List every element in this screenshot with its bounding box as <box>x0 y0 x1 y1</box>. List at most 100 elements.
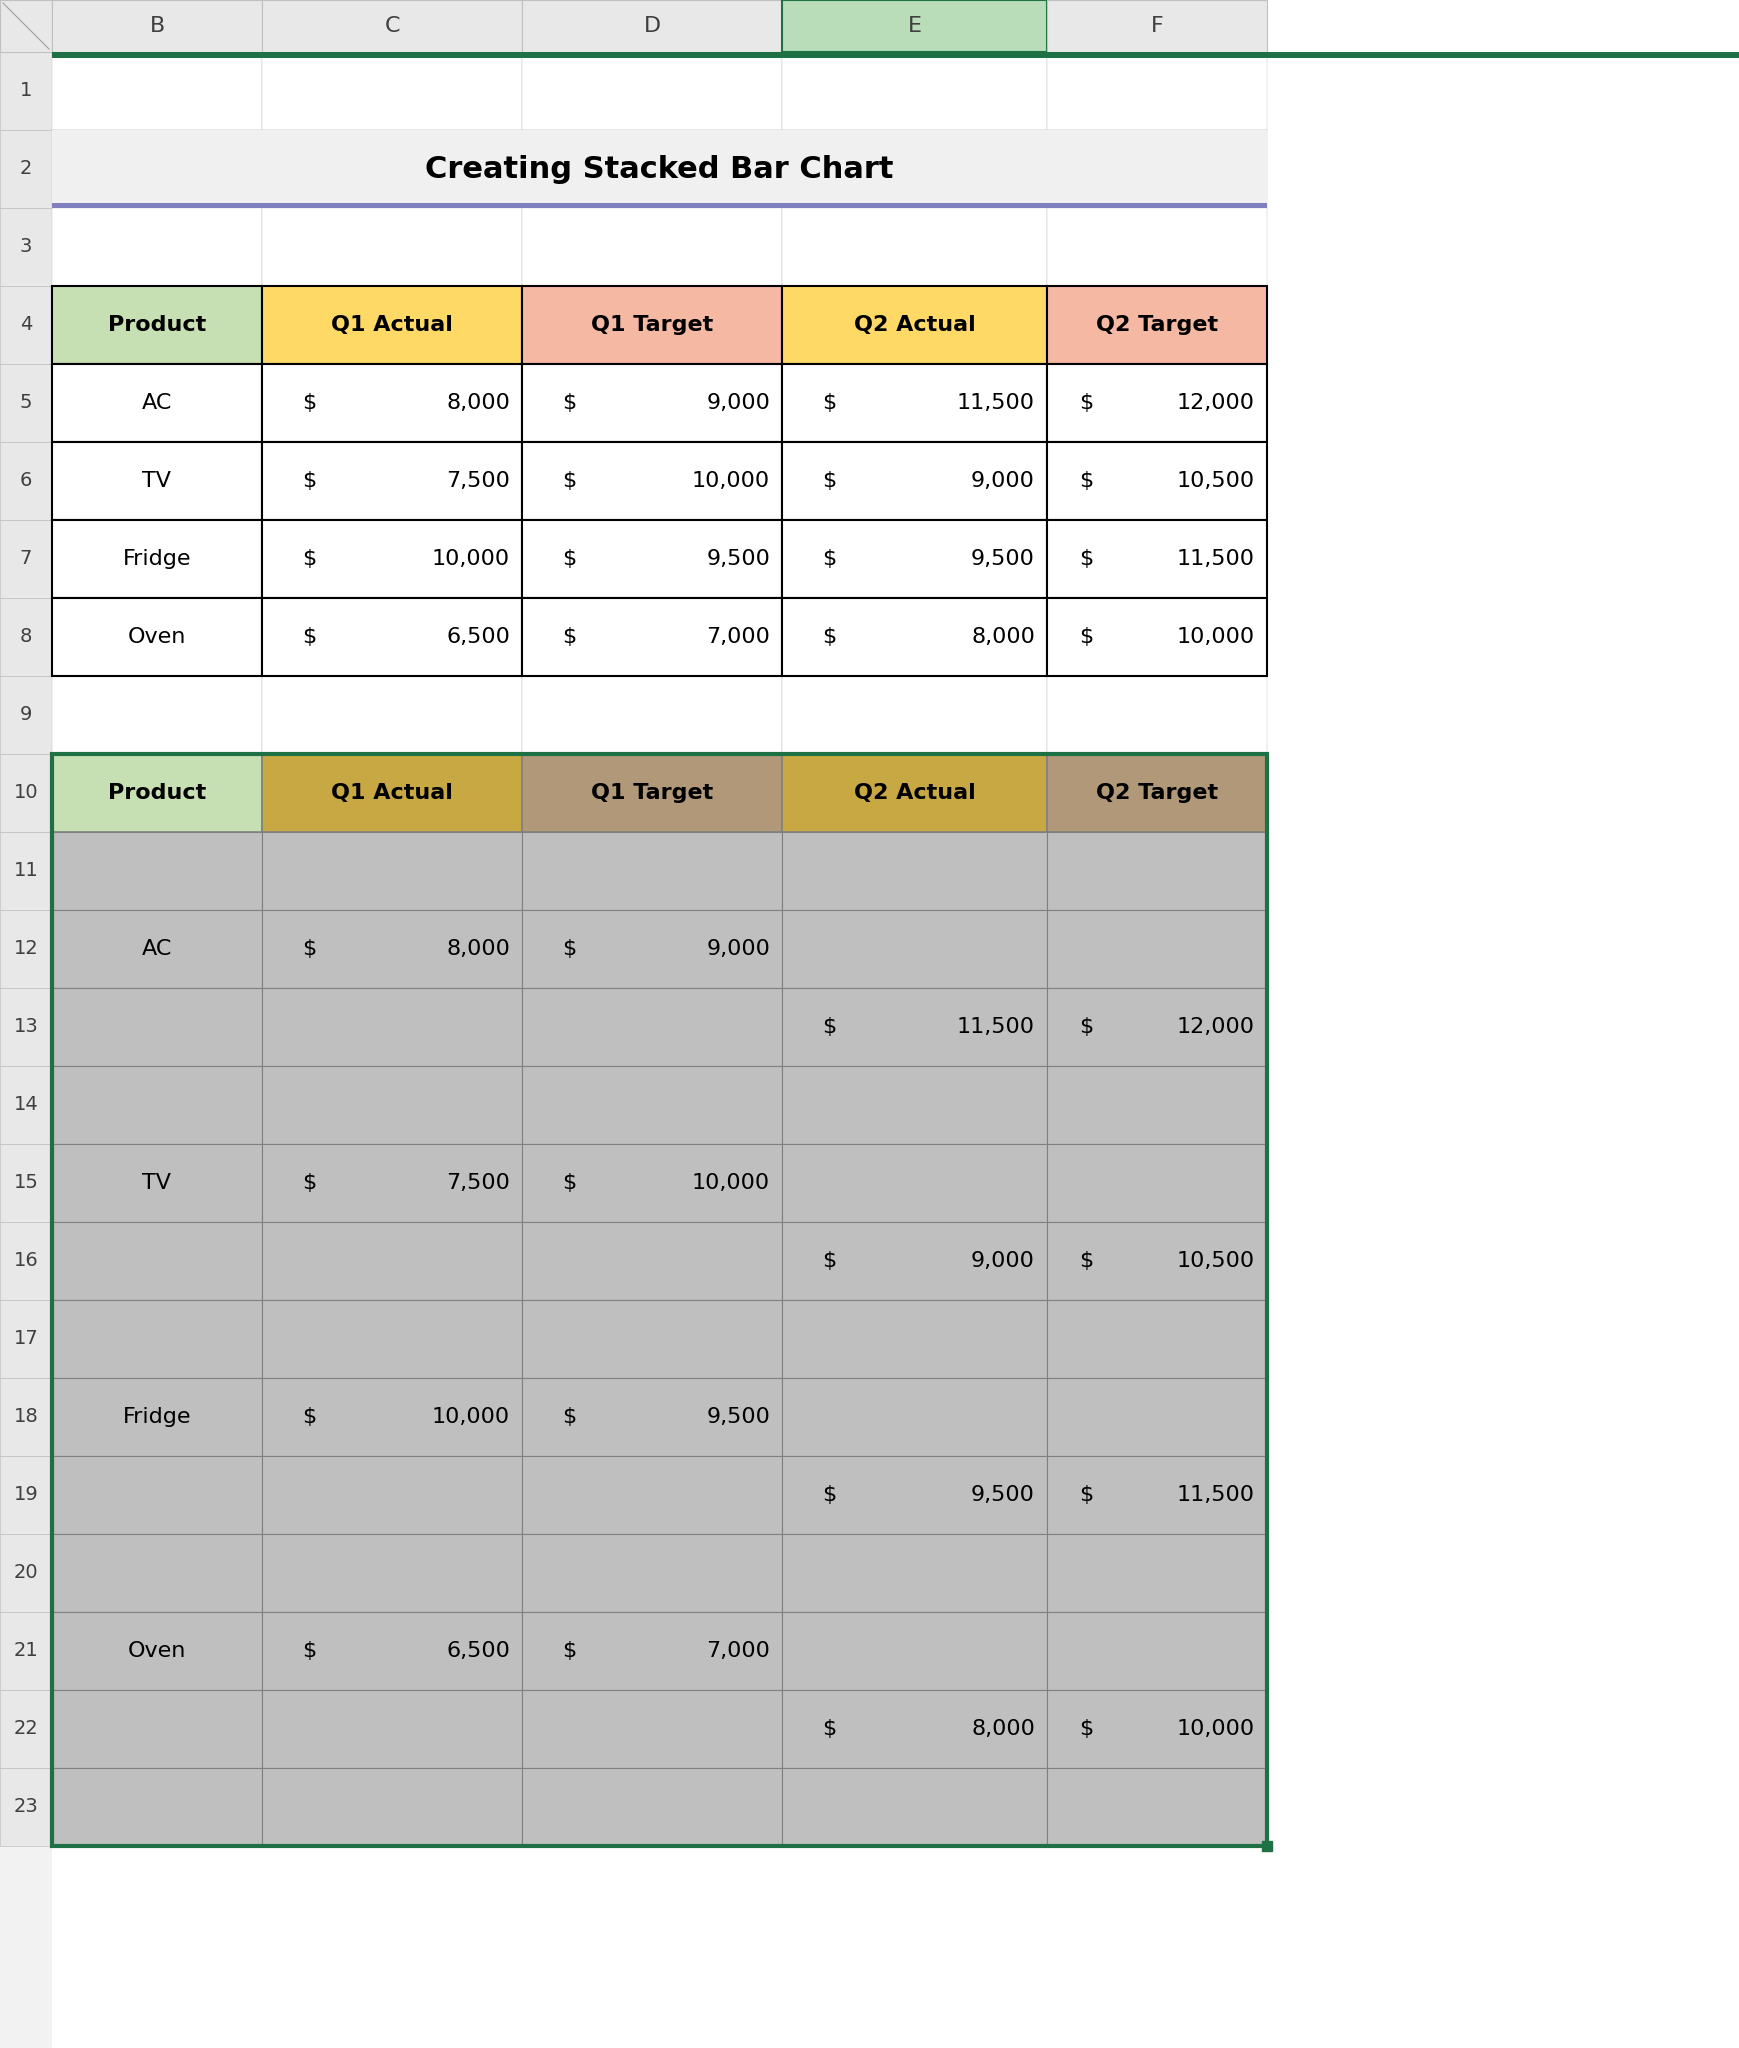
Bar <box>783 754 1047 831</box>
Bar <box>522 676 783 754</box>
Text: 10,000: 10,000 <box>431 549 510 569</box>
Bar <box>1047 598 1268 676</box>
Bar <box>52 1690 263 1767</box>
Text: TV: TV <box>143 471 172 492</box>
Text: 6,500: 6,500 <box>447 1640 510 1661</box>
Bar <box>0 1300 52 1378</box>
Bar <box>263 442 522 520</box>
Bar <box>522 442 783 520</box>
Text: $: $ <box>1080 471 1094 492</box>
Bar <box>522 1456 783 1534</box>
Bar <box>1047 287 1268 365</box>
Bar <box>52 51 1739 57</box>
Text: 9,500: 9,500 <box>706 1407 770 1427</box>
Text: 21: 21 <box>14 1642 38 1661</box>
Bar <box>263 1067 522 1145</box>
Bar <box>263 1067 522 1145</box>
Bar <box>52 365 263 442</box>
Bar <box>0 1612 52 1690</box>
Bar <box>263 1300 522 1378</box>
Text: 8,000: 8,000 <box>447 938 510 958</box>
Bar <box>263 1145 522 1223</box>
Bar <box>0 442 52 520</box>
Text: $: $ <box>562 393 576 414</box>
Bar <box>263 831 522 909</box>
Text: 22: 22 <box>14 1720 38 1739</box>
Text: Q2 Actual: Q2 Actual <box>854 782 976 803</box>
Bar <box>263 209 522 287</box>
Bar <box>1047 1378 1268 1456</box>
Bar <box>263 676 522 754</box>
Text: $: $ <box>301 1174 316 1194</box>
Text: 7,000: 7,000 <box>706 627 770 647</box>
Bar <box>1047 1534 1268 1612</box>
Bar <box>1047 1300 1268 1378</box>
Bar <box>0 51 52 129</box>
Text: 15: 15 <box>14 1174 38 1192</box>
Text: 12,000: 12,000 <box>1177 393 1256 414</box>
Bar <box>1047 1767 1268 1845</box>
Bar <box>52 1456 263 1534</box>
Bar <box>1047 520 1268 598</box>
Bar <box>263 1690 522 1767</box>
Text: 20: 20 <box>14 1563 38 1583</box>
Bar <box>52 1067 263 1145</box>
Bar <box>52 1223 263 1300</box>
Bar <box>783 754 1047 831</box>
Text: TV: TV <box>143 1174 172 1194</box>
Bar <box>783 1300 1047 1378</box>
Bar <box>52 1067 263 1145</box>
Bar <box>1047 754 1268 831</box>
Bar <box>0 598 52 676</box>
Bar <box>783 129 1047 209</box>
Bar <box>263 51 522 129</box>
Bar <box>783 209 1047 287</box>
Bar <box>52 987 263 1067</box>
Bar <box>263 1456 522 1534</box>
Bar <box>1047 1767 1268 1845</box>
Bar <box>783 1300 1047 1378</box>
Bar <box>783 1378 1047 1456</box>
Bar <box>1047 1145 1268 1223</box>
Bar <box>783 909 1047 987</box>
Bar <box>783 909 1047 987</box>
Bar <box>1047 754 1268 831</box>
Bar <box>1047 1145 1268 1223</box>
Bar <box>1047 442 1268 520</box>
Bar <box>783 1223 1047 1300</box>
Bar <box>0 129 52 209</box>
Bar <box>1047 987 1268 1067</box>
Text: D: D <box>643 16 661 37</box>
Bar <box>783 0 1047 51</box>
Text: B: B <box>150 16 165 37</box>
Text: $: $ <box>1080 1018 1094 1036</box>
Text: $: $ <box>301 393 316 414</box>
Bar <box>783 1690 1047 1767</box>
Text: 11: 11 <box>14 862 38 881</box>
Text: Fridge: Fridge <box>123 549 191 569</box>
Text: $: $ <box>562 938 576 958</box>
Bar <box>263 1534 522 1612</box>
Bar <box>783 1067 1047 1145</box>
Bar <box>522 831 783 909</box>
Bar <box>1047 129 1268 209</box>
Bar <box>783 1456 1047 1534</box>
Text: 8,000: 8,000 <box>970 627 1035 647</box>
Text: 23: 23 <box>14 1798 38 1817</box>
Text: $: $ <box>562 1407 576 1427</box>
Bar <box>1047 0 1268 51</box>
Bar <box>783 1534 1047 1612</box>
Bar <box>52 754 263 831</box>
Bar <box>52 365 263 442</box>
Bar <box>263 1145 522 1223</box>
Bar <box>263 1690 522 1767</box>
Bar <box>263 1456 522 1534</box>
Text: 11,500: 11,500 <box>1177 549 1256 569</box>
Bar <box>1047 831 1268 909</box>
Text: AC: AC <box>143 393 172 414</box>
Bar <box>522 1612 783 1690</box>
Bar <box>0 1145 52 1223</box>
Bar <box>783 1612 1047 1690</box>
Bar <box>1047 442 1268 520</box>
Text: 3: 3 <box>19 238 33 256</box>
